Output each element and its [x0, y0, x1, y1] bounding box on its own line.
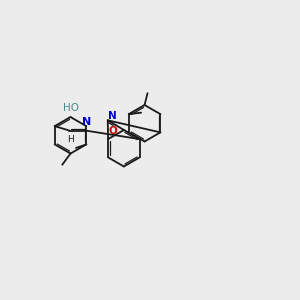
Text: HO: HO — [63, 103, 79, 112]
Text: O: O — [109, 125, 118, 136]
Text: H: H — [67, 135, 73, 144]
Text: N: N — [82, 117, 92, 127]
Text: N: N — [108, 111, 116, 122]
